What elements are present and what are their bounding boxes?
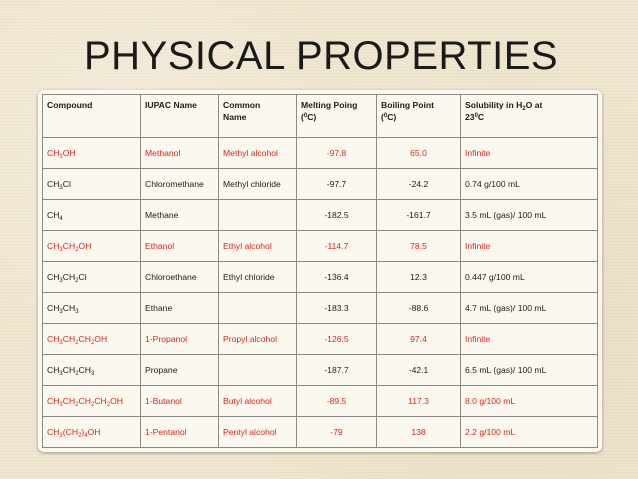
cell-melting-point: -114.7 xyxy=(296,230,377,262)
cell-melting-point: -97.8 xyxy=(296,137,377,169)
table-row: CH3Cl Chloromethane Methyl chloride -97.7 -2… xyxy=(42,168,598,200)
cell-compound-formula: CH3CH2CH2CH2OH xyxy=(42,385,141,417)
cell-boiling-point: 12.3 xyxy=(376,261,461,293)
cell-compound-formula: CH3CH2CH3 xyxy=(42,354,141,386)
header-solubility: Solubility in H2O at 230C xyxy=(460,94,598,138)
table-row: CH3CH2CH2CH2OH 1-Butanol Butyl alcohol -89.… xyxy=(42,385,598,417)
cell-solubility: 0.74 g/100 mL xyxy=(460,168,598,200)
table-row: CH3(CH2)4OH 1-Pentanol Pentyl alcohol -79 13… xyxy=(42,416,598,448)
table-row: CH3CH3 Ethane -183.3 -88.6 4.7 mL (gas)/ 100… xyxy=(42,292,598,324)
cell-melting-point: -187.7 xyxy=(296,354,377,386)
cell-boiling-point: 65.0 xyxy=(376,137,461,169)
cell-common-name: Ethyl chloride xyxy=(218,261,297,293)
cell-solubility: Infinite xyxy=(460,137,598,169)
cell-common-name: Methyl chloride xyxy=(218,168,297,200)
cell-common-name: Ethyl alcohol xyxy=(218,230,297,262)
header-boiling-point: Boiling Point (0C) xyxy=(376,94,461,138)
cell-boiling-point: -24.2 xyxy=(376,168,461,200)
cell-iupac-name: Propane xyxy=(140,354,219,386)
cell-compound-formula: CH3CH2Cl xyxy=(42,261,141,293)
cell-solubility: 0.447 g/100 mL xyxy=(460,261,598,293)
cell-iupac-name: 1-Butanol xyxy=(140,385,219,417)
cell-common-name: Propyl alcohol xyxy=(218,323,297,355)
table-row: CH3CH2Cl Chloroethane Ethyl chloride -136.4… xyxy=(42,261,598,293)
cell-melting-point: -89.5 xyxy=(296,385,377,417)
cell-iupac-name: 1-Propanol xyxy=(140,323,219,355)
header-compound: Compound xyxy=(42,94,141,138)
cell-common-name: Butyl alcohol xyxy=(218,385,297,417)
table-row: CH4 Methane -182.5 -161.7 3.5 mL (gas)/ 100 … xyxy=(42,199,598,231)
cell-melting-point: -97.7 xyxy=(296,168,377,200)
table-row: CH3CH2CH2OH 1-Propanol Propyl alcohol -126.… xyxy=(42,323,598,355)
cell-solubility: 8.0 g/100 mL xyxy=(460,385,598,417)
cell-boiling-point: 78.5 xyxy=(376,230,461,262)
cell-compound-formula: CH4 xyxy=(42,199,141,231)
cell-melting-point: -136.4 xyxy=(296,261,377,293)
cell-common-name xyxy=(218,199,297,231)
cell-iupac-name: 1-Pentanol xyxy=(140,416,219,448)
cell-melting-point: -182.5 xyxy=(296,199,377,231)
cell-common-name: Pentyl alcohol xyxy=(218,416,297,448)
cell-boiling-point: 117.3 xyxy=(376,385,461,417)
table-row: CH3OH Methanol Methyl alcohol -97.8 65.0 Infi… xyxy=(42,137,598,169)
header-common-name: Common Name xyxy=(218,94,297,138)
cell-iupac-name: Chloromethane xyxy=(140,168,219,200)
header-iupac-name: IUPAC Name xyxy=(140,94,219,138)
cell-boiling-point: 97.4 xyxy=(376,323,461,355)
cell-compound-formula: CH3CH3 xyxy=(42,292,141,324)
properties-table-frame: Compound IUPAC Name Common Name Melting P… xyxy=(38,90,602,452)
cell-solubility: Infinite xyxy=(460,323,598,355)
cell-iupac-name: Chloroethane xyxy=(140,261,219,293)
cell-iupac-name: Methanol xyxy=(140,137,219,169)
cell-common-name xyxy=(218,354,297,386)
cell-compound-formula: CH3Cl xyxy=(42,168,141,200)
table-body: CH3OH Methanol Methyl alcohol -97.8 65.0 Infi… xyxy=(42,137,598,448)
cell-compound-formula: CH3CH2OH xyxy=(42,230,141,262)
cell-boiling-point: -161.7 xyxy=(376,199,461,231)
header-melting-point: Melting Poing (0C) xyxy=(296,94,377,138)
cell-boiling-point: -88.6 xyxy=(376,292,461,324)
cell-boiling-point: 138 xyxy=(376,416,461,448)
cell-compound-formula: CH3CH2CH2OH xyxy=(42,323,141,355)
cell-solubility: 4.7 mL (gas)/ 100 mL xyxy=(460,292,598,324)
cell-iupac-name: Ethane xyxy=(140,292,219,324)
cell-melting-point: -126.5 xyxy=(296,323,377,355)
slide-title: PHYSICAL PROPERTIES xyxy=(84,34,559,78)
cell-compound-formula: CH3OH xyxy=(42,137,141,169)
cell-iupac-name: Methane xyxy=(140,199,219,231)
cell-solubility: 6.5 mL (gas)/ 100 mL xyxy=(460,354,598,386)
properties-table: Compound IUPAC Name Common Name Melting P… xyxy=(42,94,598,448)
cell-solubility: 2.2 g/100 mL xyxy=(460,416,598,448)
cell-compound-formula: CH3(CH2)4OH xyxy=(42,416,141,448)
cell-melting-point: -183.3 xyxy=(296,292,377,324)
table-header-row: Compound IUPAC Name Common Name Melting P… xyxy=(42,94,598,138)
cell-iupac-name: Ethanol xyxy=(140,230,219,262)
cell-boiling-point: -42.1 xyxy=(376,354,461,386)
cell-common-name xyxy=(218,292,297,324)
table-row: CH3CH2CH3 Propane -187.7 -42.1 6.5 mL (gas)/… xyxy=(42,354,598,386)
cell-solubility: 3.5 mL (gas)/ 100 mL xyxy=(460,199,598,231)
cell-common-name: Methyl alcohol xyxy=(218,137,297,169)
cell-melting-point: -79 xyxy=(296,416,377,448)
table-row: CH3CH2OH Ethanol Ethyl alcohol -114.7 78.5 In… xyxy=(42,230,598,262)
cell-solubility: Infinite xyxy=(460,230,598,262)
